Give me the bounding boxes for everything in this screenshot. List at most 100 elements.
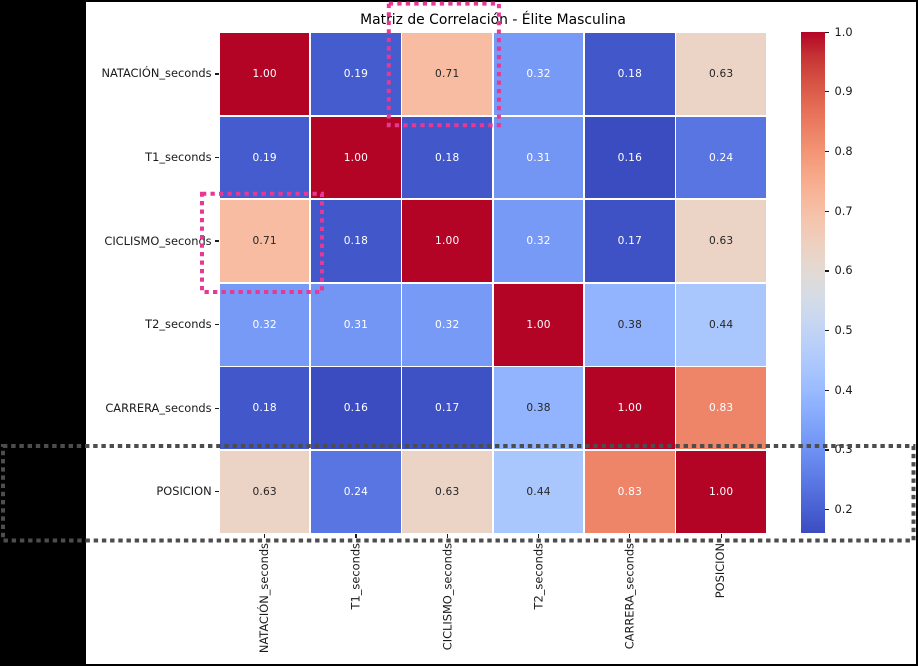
cell-value: 0.16 (343, 402, 369, 415)
x-tick-mark (629, 533, 631, 538)
x-tick-label: CARRERA_seconds (622, 542, 637, 649)
heatmap-cell: 0.44 (676, 283, 766, 366)
heatmap-cell: 0.32 (493, 32, 584, 115)
cell-value: 0.71 (435, 67, 460, 80)
heatmap-cell: 0.18 (402, 116, 493, 199)
cell-value: 0.32 (526, 235, 551, 248)
cell-value: 0.38 (617, 318, 643, 331)
heatmap-cell: 0.19 (311, 32, 401, 115)
chart-title: Matriz de Correlación - Élite Masculina (360, 11, 626, 28)
colorbar-tick-label: 0.7 (834, 203, 853, 218)
cell-value: 0.18 (617, 67, 643, 80)
x-tick-mark (264, 533, 266, 538)
y-tick-mark (214, 240, 219, 242)
y-tick-mark (214, 491, 219, 493)
cell-value: 1.00 (526, 318, 551, 331)
colorbar-tick-label: 0.9 (834, 84, 853, 99)
heatmap-cell: 0.18 (219, 367, 310, 450)
cell-value: 0.38 (526, 402, 551, 415)
cell-value: 0.32 (435, 318, 460, 331)
cell-value: 0.16 (617, 151, 643, 164)
cell-value: 0.63 (708, 67, 734, 80)
heatmap-cell: 0.19 (219, 116, 310, 199)
heatmap-cell: 0.32 (493, 200, 584, 283)
heatmap-cell: 1.00 (676, 450, 766, 533)
heatmap-cell: 0.63 (402, 450, 493, 533)
y-tick-mark (214, 407, 219, 409)
colorbar-tick-mark (825, 329, 830, 332)
y-tick-label: NATACIÓN_seconds (101, 66, 212, 81)
y-tick-label: CICLISMO_seconds (104, 233, 212, 248)
heatmap-cell: 0.18 (311, 200, 401, 283)
heatmap-cell: 0.24 (676, 116, 766, 199)
y-tick-label: T2_seconds (145, 317, 212, 332)
colorbar-tick-mark (825, 150, 830, 153)
y-tick-label: POSICION (156, 484, 212, 499)
cell-value: 1.00 (435, 235, 460, 248)
heatmap-grid: 1.00 0.19 0.71 0.32 0.18 0.63 0.19 1.00 0.18 0.31… (219, 32, 767, 534)
cell-value: 0.44 (708, 318, 734, 331)
heatmap-cell: 0.17 (585, 200, 675, 283)
y-tick-mark (214, 156, 219, 159)
x-tick-mark (355, 533, 357, 538)
colorbar-tick-label: 0.4 (834, 382, 853, 397)
heatmap-cell: 1.00 (219, 32, 310, 115)
y-tick-mark (214, 73, 219, 75)
heatmap-cell: 0.24 (311, 450, 401, 533)
heatmap-cell: 0.32 (219, 283, 310, 366)
heatmap-cell: 0.16 (311, 367, 401, 450)
x-tick-label: T2_seconds (531, 542, 546, 609)
cell-value: 0.32 (252, 318, 277, 331)
cell-value: 0.83 (617, 485, 643, 498)
heatmap-cell: 0.31 (493, 116, 584, 199)
heatmap-cell: 0.38 (493, 367, 584, 450)
cell-value: 0.17 (435, 402, 460, 415)
heatmap-cell: 1.00 (402, 200, 493, 283)
colorbar-tick-label: 0.8 (834, 144, 853, 159)
cell-value: 0.63 (708, 235, 734, 248)
cell-value: 1.00 (708, 485, 734, 498)
heatmap-cell: 0.83 (585, 450, 675, 533)
cell-value: 0.44 (526, 485, 551, 498)
colorbar-tick-mark (825, 210, 830, 212)
cell-value: 0.18 (343, 235, 369, 248)
heatmap-cell: 0.31 (311, 283, 401, 366)
colorbar-tick-mark (825, 31, 830, 33)
colorbar-tick-label: 0.6 (834, 263, 853, 278)
cell-value: 0.71 (252, 235, 277, 248)
heatmap-cell: 1.00 (311, 116, 401, 199)
x-tick-label: T1_seconds (348, 542, 363, 609)
colorbar-tick-mark (825, 270, 830, 272)
x-tick-mark (446, 533, 448, 538)
colorbar (800, 32, 825, 534)
cell-value: 0.24 (708, 151, 734, 164)
cell-value: 0.63 (435, 485, 460, 498)
y-tick-label: T1_seconds (145, 150, 212, 165)
cell-value: 0.83 (708, 402, 734, 415)
colorbar-tick-label: 0.2 (834, 502, 853, 517)
cell-value: 1.00 (617, 402, 643, 415)
x-tick-label: POSICION (713, 542, 728, 598)
heatmap-cell: 0.44 (493, 450, 584, 533)
colorbar-tick-mark (825, 449, 830, 451)
colorbar-tick-mark (825, 91, 830, 93)
x-tick-mark (720, 533, 722, 538)
heatmap-cell: 0.38 (585, 283, 675, 366)
x-tick-label: NATACIÓN_seconds (257, 542, 272, 653)
cell-value: 0.32 (526, 67, 551, 80)
colorbar-tick-label: 1.0 (834, 24, 853, 39)
heatmap-cell: 1.00 (585, 367, 675, 450)
heatmap-cell: 0.63 (676, 200, 766, 283)
cell-value: 0.31 (343, 318, 369, 331)
x-tick-label: CICLISMO_seconds (439, 542, 454, 650)
cell-value: 0.24 (343, 485, 369, 498)
heatmap-cell: 0.71 (402, 32, 493, 115)
cell-value: 0.18 (435, 151, 460, 164)
heatmap-cell: 0.63 (219, 450, 310, 533)
cell-value: 0.18 (252, 402, 277, 415)
y-tick-label: CARRERA_seconds (105, 400, 212, 415)
x-tick-mark (537, 533, 540, 538)
heatmap-cell: 0.63 (676, 32, 766, 115)
